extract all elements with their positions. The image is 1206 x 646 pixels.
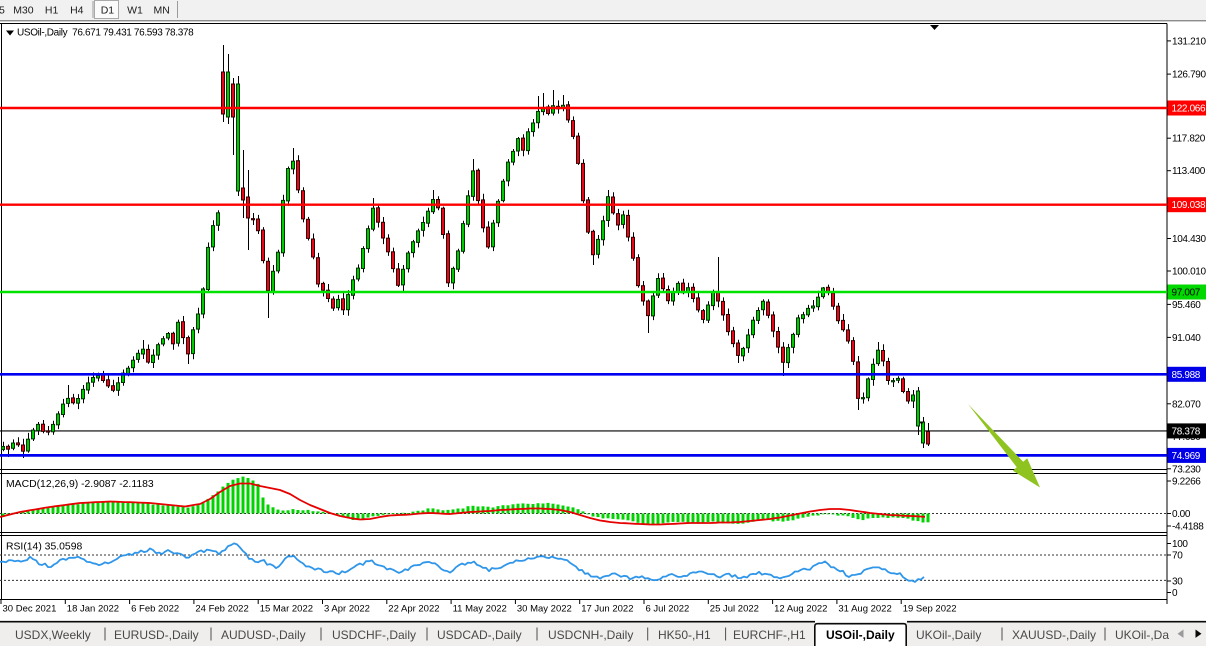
svg-text:UKOil-,Da: UKOil-,Da <box>1115 628 1169 642</box>
svg-text:97.007: 97.007 <box>1172 288 1201 299</box>
svg-text:6 Feb 2022: 6 Feb 2022 <box>131 604 179 615</box>
svg-text:95.460: 95.460 <box>1172 300 1201 311</box>
svg-text:6 Jul 2022: 6 Jul 2022 <box>646 604 690 615</box>
svg-text:11 May 2022: 11 May 2022 <box>453 604 507 615</box>
svg-text:100.010: 100.010 <box>1172 267 1206 278</box>
svg-text:HK50-,H1: HK50-,H1 <box>658 628 711 642</box>
svg-text:113.400: 113.400 <box>1172 166 1206 177</box>
svg-text:104.430: 104.430 <box>1172 234 1206 245</box>
svg-text:131.210: 131.210 <box>1172 36 1206 47</box>
svg-text:AUDUSD-,Daily: AUDUSD-,Daily <box>221 628 306 642</box>
svg-text:73.230: 73.230 <box>1172 464 1201 475</box>
svg-text:30 May 2022: 30 May 2022 <box>517 604 572 615</box>
svg-text:31 Aug 2022: 31 Aug 2022 <box>838 604 891 615</box>
svg-text:9.2266: 9.2266 <box>1172 477 1201 488</box>
svg-text:82.070: 82.070 <box>1172 399 1201 410</box>
svg-text:122.066: 122.066 <box>1172 104 1206 115</box>
svg-text:70: 70 <box>1172 551 1183 562</box>
svg-text:91.040: 91.040 <box>1172 333 1201 344</box>
svg-text:19 Sep 2022: 19 Sep 2022 <box>903 604 957 615</box>
svg-text:78.378: 78.378 <box>1172 426 1201 437</box>
svg-text:12 Aug 2022: 12 Aug 2022 <box>774 604 827 615</box>
svg-text:100: 100 <box>1172 539 1188 550</box>
svg-text:5: 5 <box>0 5 5 17</box>
svg-text:USDCNH-,Daily: USDCNH-,Daily <box>548 628 633 642</box>
svg-text:USDX,Weekly: USDX,Weekly <box>15 628 91 642</box>
svg-text:MACD(12,26,9) -2.9087 -2.1183: MACD(12,26,9) -2.9087 -2.1183 <box>6 479 154 490</box>
svg-text:0.00: 0.00 <box>1172 509 1191 520</box>
svg-text:USOil-,Daily 76.671 79.431 76: USOil-,Daily 76.671 79.431 76.593 78.378 <box>17 28 194 39</box>
svg-text:85.988: 85.988 <box>1172 370 1201 381</box>
svg-text:UKOil-,Daily: UKOil-,Daily <box>916 628 981 642</box>
svg-text:22 Apr 2022: 22 Apr 2022 <box>388 604 439 615</box>
svg-text:0: 0 <box>1172 588 1178 599</box>
svg-text:H1: H1 <box>45 5 59 17</box>
svg-text:USDCAD-,Daily: USDCAD-,Daily <box>437 628 522 642</box>
svg-text:24 Feb 2022: 24 Feb 2022 <box>195 604 248 615</box>
svg-text:74.969: 74.969 <box>1172 451 1201 462</box>
svg-text:EURCHF-,H1: EURCHF-,H1 <box>733 628 806 642</box>
svg-text:MN: MN <box>154 5 170 17</box>
svg-text:109.038: 109.038 <box>1172 200 1206 211</box>
svg-text:126.790: 126.790 <box>1172 70 1206 81</box>
svg-text:W1: W1 <box>127 5 143 17</box>
svg-text:EURUSD-,Daily: EURUSD-,Daily <box>114 628 199 642</box>
svg-text:30 Dec 2021: 30 Dec 2021 <box>3 604 57 615</box>
svg-text:USOil-,Daily: USOil-,Daily <box>826 628 895 642</box>
svg-text:USDCHF-,Daily: USDCHF-,Daily <box>332 628 416 642</box>
svg-text:25 Jul 2022: 25 Jul 2022 <box>710 604 759 615</box>
svg-text:3 Apr 2022: 3 Apr 2022 <box>324 604 370 615</box>
svg-text:D1: D1 <box>101 5 115 17</box>
svg-text:H4: H4 <box>70 5 84 17</box>
svg-text:30: 30 <box>1172 577 1183 588</box>
svg-text:-4.4188: -4.4188 <box>1172 522 1204 533</box>
svg-text:XAUUSD-,Daily: XAUUSD-,Daily <box>1012 628 1096 642</box>
svg-text:117.820: 117.820 <box>1172 134 1206 145</box>
svg-text:RSI(14) 35.0598: RSI(14) 35.0598 <box>6 542 82 553</box>
svg-text:15 Mar 2022: 15 Mar 2022 <box>260 604 313 615</box>
svg-text:M30: M30 <box>13 5 34 17</box>
svg-text:17 Jun 2022: 17 Jun 2022 <box>581 604 633 615</box>
svg-text:18 Jan 2022: 18 Jan 2022 <box>67 604 119 615</box>
